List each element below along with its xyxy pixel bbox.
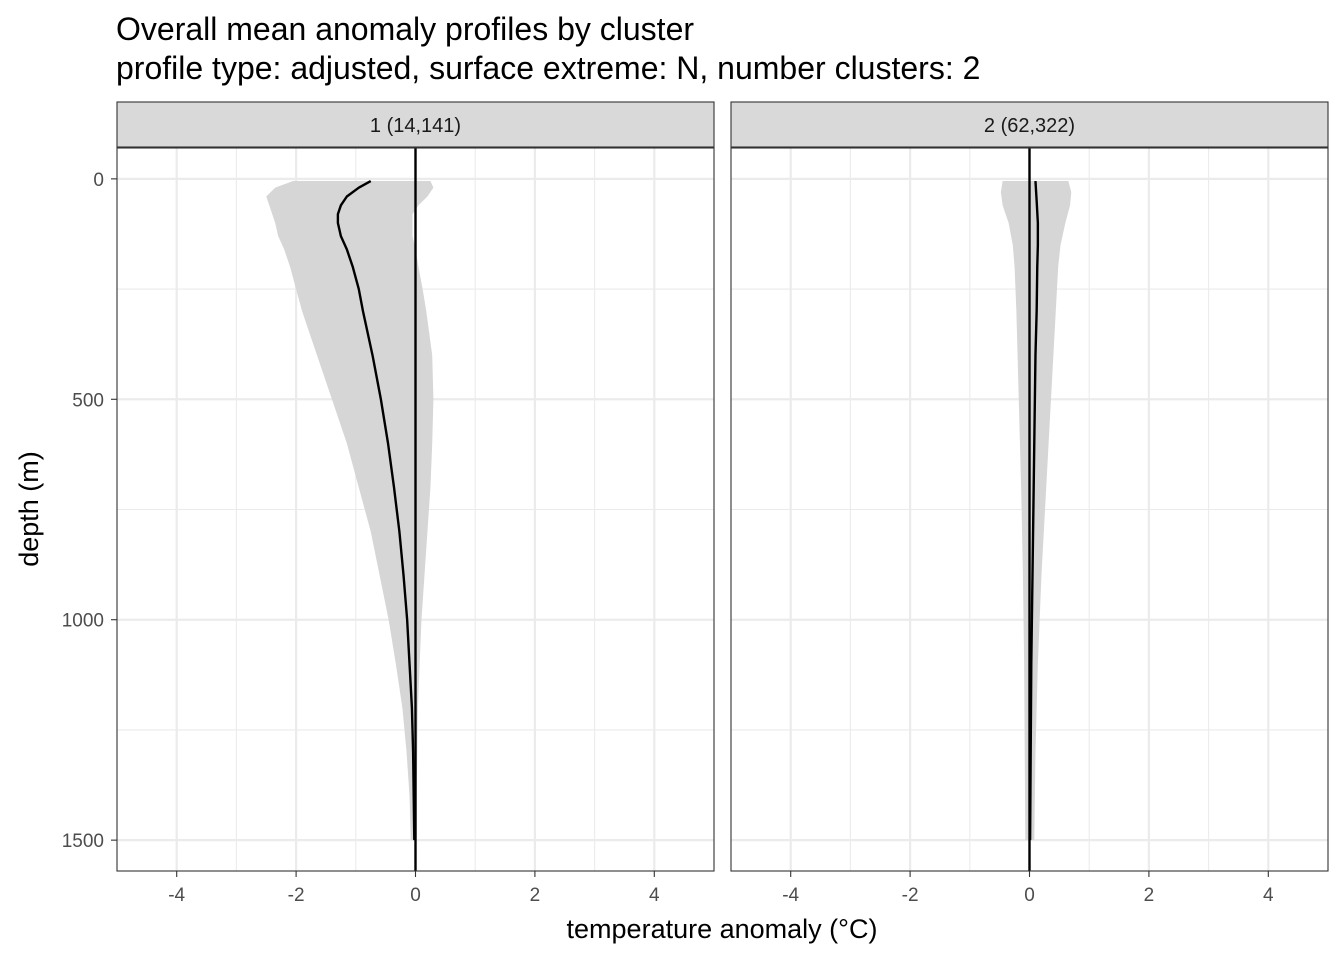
panel-cluster-1: 1 (14,141) -4 -2 0 2 4 — [116, 101, 715, 906]
x-axis-title: temperature anomaly (°C) — [567, 914, 878, 944]
chart-subtitle: profile type: adjusted, surface extreme:… — [116, 50, 980, 86]
panel-cluster-2: 2 (62,322) -4 -2 0 2 4 — [730, 101, 1329, 906]
strip-background — [116, 101, 715, 148]
x-tick-label: 2 — [1144, 885, 1155, 906]
y-axis: 0 500 1000 1500 — [62, 170, 117, 852]
y-tick-label: 1000 — [62, 611, 104, 632]
y-tick-label: 0 — [93, 170, 104, 191]
chart-title: Overall mean anomaly profiles by cluster — [116, 11, 694, 47]
mean-profile-line — [1028, 180, 1040, 841]
x-tick-label: -2 — [288, 885, 305, 906]
x-tick-label: -2 — [902, 885, 919, 906]
x-tick-label: 0 — [410, 885, 421, 906]
x-axis: -4 -2 0 2 4 — [782, 871, 1274, 906]
x-axis: -4 -2 0 2 4 — [168, 871, 660, 906]
y-axis-title: depth (m) — [14, 451, 44, 567]
strip-background — [730, 101, 1329, 148]
x-tick-label: 0 — [1024, 885, 1035, 906]
x-tick-label: 4 — [649, 885, 660, 906]
x-tick-label: -4 — [782, 885, 799, 906]
strip-label: 2 (62,322) — [984, 115, 1075, 137]
x-tick-label: -4 — [168, 885, 185, 906]
y-tick-label: 500 — [72, 390, 104, 411]
grid-major — [731, 148, 1328, 871]
x-tick-label: 4 — [1263, 885, 1274, 906]
x-tick-label: 2 — [530, 885, 541, 906]
ribbon-area — [1000, 181, 1072, 841]
ribbon-area — [266, 181, 434, 841]
mean-profile-line — [336, 180, 416, 841]
strip-label: 1 (14,141) — [370, 115, 461, 137]
y-tick-label: 1500 — [62, 831, 104, 852]
